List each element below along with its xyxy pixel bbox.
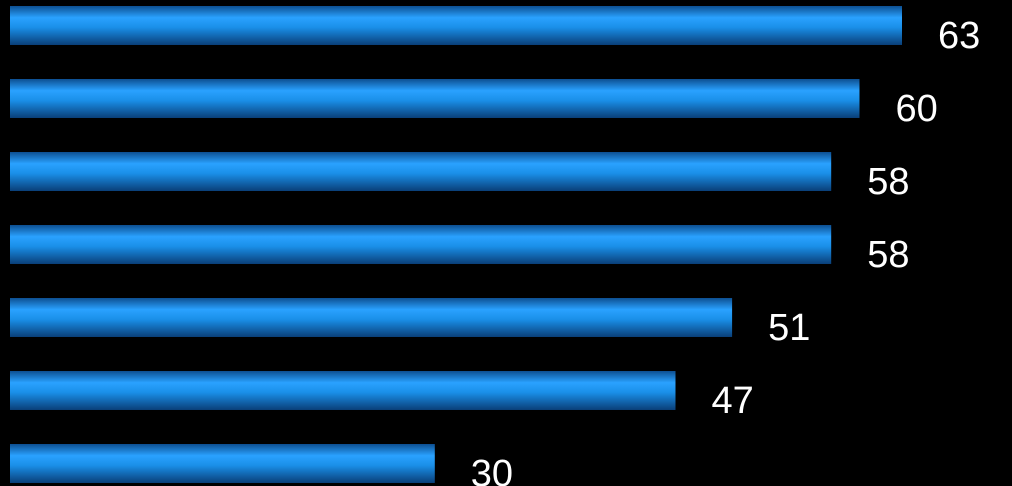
bar-2 bbox=[10, 79, 860, 118]
value-label-6: 47 bbox=[712, 380, 754, 422]
bar-1 bbox=[10, 6, 902, 45]
bar-4 bbox=[10, 225, 832, 264]
value-label-7: 30 bbox=[471, 453, 513, 486]
bar-6 bbox=[10, 371, 676, 410]
value-label-3: 58 bbox=[867, 161, 909, 203]
bars-group bbox=[10, 6, 902, 483]
bar-5 bbox=[10, 298, 733, 337]
value-label-1: 63 bbox=[938, 15, 980, 57]
value-label-5: 51 bbox=[768, 307, 810, 349]
value-label-2: 60 bbox=[896, 88, 938, 130]
bar-3 bbox=[10, 152, 832, 191]
bar-7 bbox=[10, 444, 435, 483]
value-label-4: 58 bbox=[867, 234, 909, 276]
